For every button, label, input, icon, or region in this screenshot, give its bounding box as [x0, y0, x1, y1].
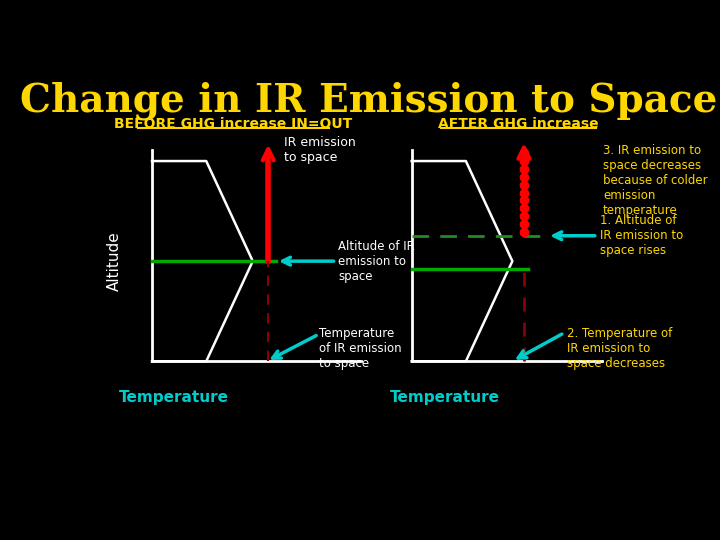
Text: Temperature
of IR emission
to space: Temperature of IR emission to space — [319, 327, 401, 369]
Text: Temperature: Temperature — [119, 390, 229, 405]
Text: Change in IR Emission to Space: Change in IR Emission to Space — [20, 82, 718, 120]
Text: BEFORE GHG increase IN=OUT: BEFORE GHG increase IN=OUT — [114, 117, 353, 131]
Text: Temperature: Temperature — [390, 390, 500, 405]
Text: AFTER GHG increase: AFTER GHG increase — [438, 117, 599, 131]
Text: IR emission
to space: IR emission to space — [284, 136, 356, 164]
Text: 1. Altitude of
IR emission to
space rises: 1. Altitude of IR emission to space rise… — [600, 214, 683, 257]
Text: 3. IR emission to
space decreases
because of colder
emission
temperature: 3. IR emission to space decreases becaus… — [603, 144, 708, 217]
Text: 2. Temperature of
IR emission to
space decreases: 2. Temperature of IR emission to space d… — [567, 327, 672, 369]
Text: Altitude: Altitude — [107, 231, 122, 291]
Text: Altitude of IR
emission to
space: Altitude of IR emission to space — [338, 240, 415, 282]
